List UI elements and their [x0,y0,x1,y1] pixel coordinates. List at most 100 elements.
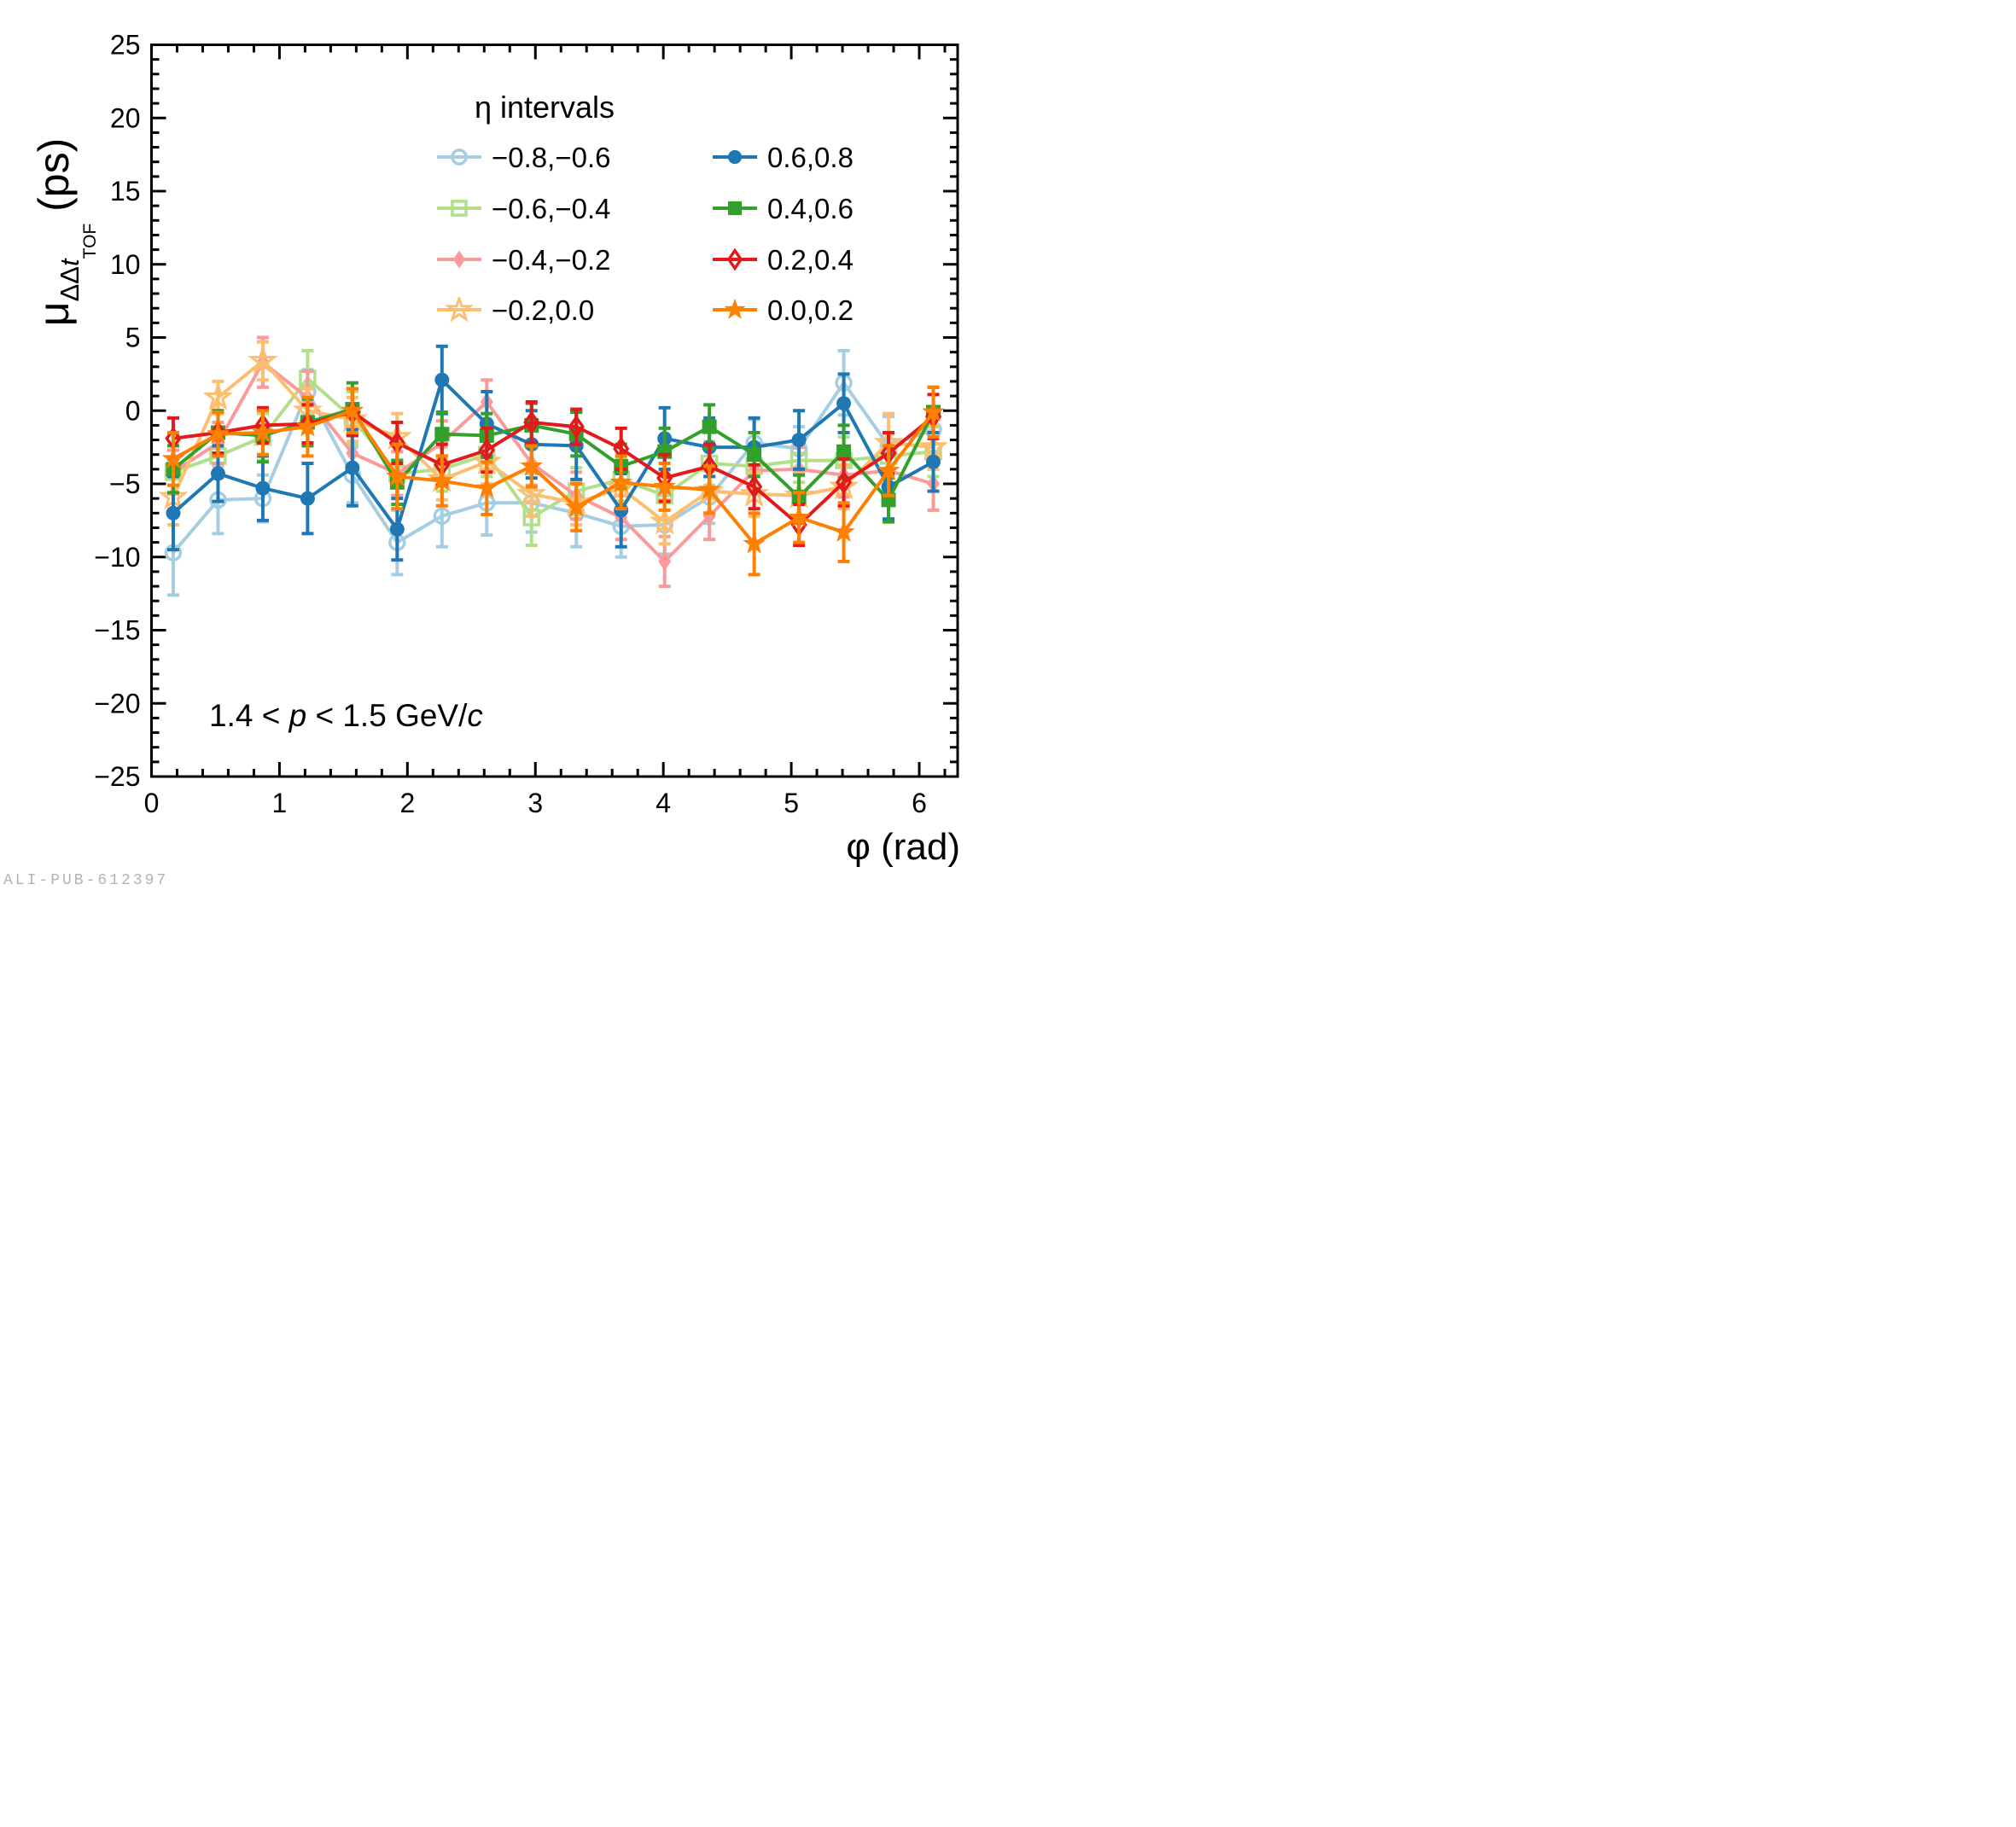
legend-label-eta-m06-m04: −0.6,−0.4 [492,192,611,224]
plot-frame [150,44,959,778]
marker-filled-square-icon [434,427,450,442]
marker-filled-circle-icon [300,491,315,506]
marker-filled-star-icon [161,446,185,469]
marker-filled-star-icon [724,298,746,319]
marker-filled-circle-icon [926,454,941,469]
marker-filled-diamond-icon [452,250,466,269]
marker-filled-circle-icon [345,460,360,475]
watermark: ALI-PUB-612397 [3,872,169,889]
x-tick-label: 5 [784,788,799,818]
legend-entry-eta-02-04: 0.2,0.4 [711,245,854,274]
marker-open-diamond-icon [746,474,763,499]
marker-filled-square-icon [727,201,743,216]
legend-title: η intervals [474,90,615,125]
series-line-eta-00-02 [172,408,935,546]
legend-sample-eta-m06-m04 [437,200,481,217]
marker-filled-star-icon [653,474,676,497]
marker-open-diamond-icon [523,410,540,435]
marker-open-star-icon [445,297,474,323]
y-tick-label: 20 [110,102,141,133]
marker-filled-circle-icon [836,396,852,411]
marker-filled-diamond-icon [658,551,672,571]
marker-filled-star-icon [697,477,721,500]
legend-entry-eta-00-02: 0.0,0.2 [711,295,854,324]
momentum-range-annotation: 1.4 < p < 1.5 GeV/c [209,698,483,733]
legend-entry-eta-m02-00: −0.2,0.0 [435,295,594,324]
y-tick-label: 25 [110,30,141,61]
legend-label-eta-m08-m06: −0.8,−0.6 [492,141,611,173]
marker-open-diamond-icon [835,470,853,495]
y-tick-label: −20 [94,688,140,719]
marker-filled-circle-icon [210,466,225,481]
legend-label-eta-m02-00: −0.2,0.0 [492,294,595,326]
y-axis-title-sub: ΔΔtTOF [55,223,100,302]
legend-entry-eta-m08-m06: −0.8,−0.6 [435,143,610,172]
marker-open-circle-icon [433,507,452,525]
tick-labels: −25 −20 −15 −10 −5 0 5 10 15 20 25 0 1 2 3 4 5 6 [94,30,927,819]
marker-filled-square-icon [702,419,717,434]
legend-sample-eta-06-08 [713,149,757,165]
marker-filled-circle-icon [255,480,271,496]
marker-filled-star-icon [251,421,275,443]
marker-filled-circle-icon [727,149,743,165]
y-axis-title-mu: μ [30,301,78,327]
marker-filled-star-icon [743,532,766,554]
y-axis-title-subsub: TOF [80,223,100,259]
marker-filled-square-icon [836,444,852,459]
marker-open-star-icon [516,478,547,507]
marker-filled-square-icon [747,447,762,463]
marker-filled-star-icon [609,470,632,492]
figure: −25 −20 −15 −10 −5 0 5 10 15 20 25 0 1 2 3 4 5 6 μΔΔtTOF … [0,0,1008,913]
x-tick-label: 2 [399,788,415,818]
legend-sample-eta-m08-m06 [437,148,481,166]
marker-filled-circle-icon [166,505,181,521]
x-tick-label: 0 [144,788,160,818]
x-tick-label: 3 [527,788,543,818]
legend-label-eta-06-08: 0.6,0.8 [767,141,854,173]
series-line-eta-06-08 [172,376,935,533]
legend-label-eta-02-04: 0.2,0.4 [767,243,854,276]
x-tick-label: 4 [655,788,671,818]
marker-filled-star-icon [520,454,544,476]
marker-filled-circle-icon [791,433,807,448]
legend-sample-eta-m02-00 [437,297,481,323]
marker-open-square-icon [451,200,468,217]
y-axis-title-units: (ps) [30,137,78,224]
marker-filled-star-icon [832,520,855,542]
y-tick-label: −15 [94,615,140,646]
marker-open-star-icon [202,381,234,410]
marker-open-circle-icon [451,148,468,166]
y-tick-label: 15 [110,176,141,207]
series-eta-m02-00 [158,340,949,546]
legend-entry-eta-04-06: 0.4,0.6 [711,194,854,223]
legend-sample-eta-02-04 [713,247,757,271]
x-tick-label: 1 [272,788,288,818]
legend-sample-eta-04-06 [713,201,757,216]
y-tick-label: 10 [110,249,141,280]
marker-filled-star-icon [296,415,319,437]
marker-open-star-icon [650,506,680,535]
legend-entry-eta-06-08: 0.6,0.8 [711,143,854,172]
marker-filled-star-icon [475,476,498,498]
legend-sample-eta-00-02 [713,298,757,319]
marker-filled-star-icon [922,400,945,422]
marker-filled-star-icon [430,468,454,491]
series-line-eta-m04-m02 [172,359,935,564]
legend-sample-eta-m04-m02 [437,250,481,269]
marker-open-diamond-icon [478,438,495,463]
marker-filled-star-icon [341,399,364,421]
marker-filled-circle-icon [434,372,450,387]
y-axis-title: μΔΔtTOF (ps) [29,137,100,327]
marker-filled-circle-icon [389,521,405,537]
series-line-eta-m08-m06 [172,380,935,554]
y-tick-label: −5 [109,468,140,499]
x-axis-title: φ (rad) [846,826,960,868]
marker-filled-diamond-icon [702,506,716,526]
legend-entry-eta-m06-m04: −0.6,−0.4 [435,194,610,223]
y-tick-label: −10 [94,542,140,573]
legend-entry-eta-m04-m02: −0.4,−0.2 [435,245,610,274]
chart-plot: −25 −20 −15 −10 −5 0 5 10 15 20 25 0 1 2 3 4 5 6 [94,30,959,819]
legend-label-eta-00-02: 0.0,0.2 [767,294,854,326]
marker-open-diamond-icon [726,247,743,271]
y-tick-label: 5 [125,323,141,353]
